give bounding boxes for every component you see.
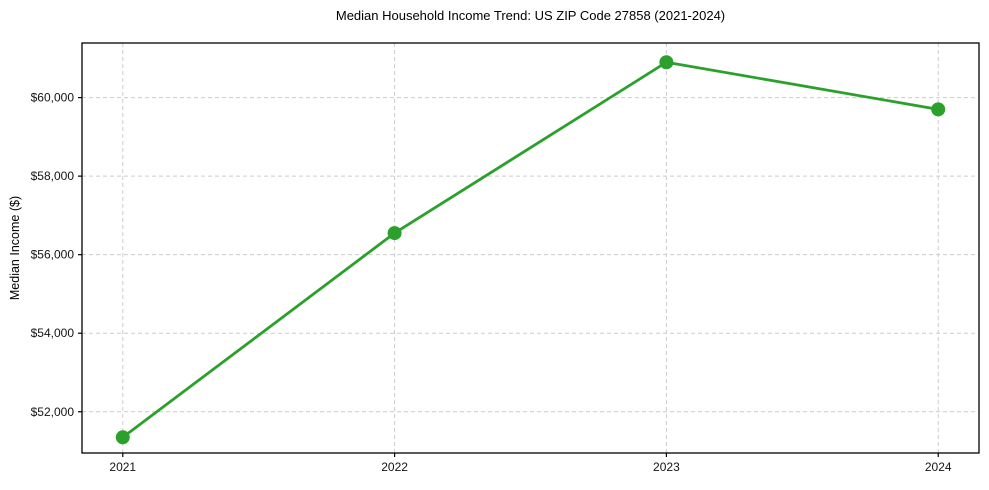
data-point-marker (115, 430, 130, 445)
data-point-marker (387, 226, 402, 241)
y-tick-label: $52,000 (31, 405, 75, 419)
x-tick-label: 2023 (653, 460, 680, 474)
x-tick-label: 2022 (381, 460, 408, 474)
data-point-marker (931, 102, 946, 117)
chart-title: Median Household Income Trend: US ZIP Co… (335, 8, 726, 23)
data-point-marker (659, 55, 674, 70)
y-tick-label: $58,000 (31, 169, 75, 183)
plot-frame (81, 42, 980, 454)
y-tick-label: $54,000 (31, 326, 75, 340)
trend-line (121, 60, 940, 439)
x-tick-label: 2021 (109, 460, 136, 474)
y-tick-label: $56,000 (31, 248, 75, 262)
x-tick-label: 2024 (925, 460, 952, 474)
y-tick-label: $60,000 (31, 91, 75, 105)
